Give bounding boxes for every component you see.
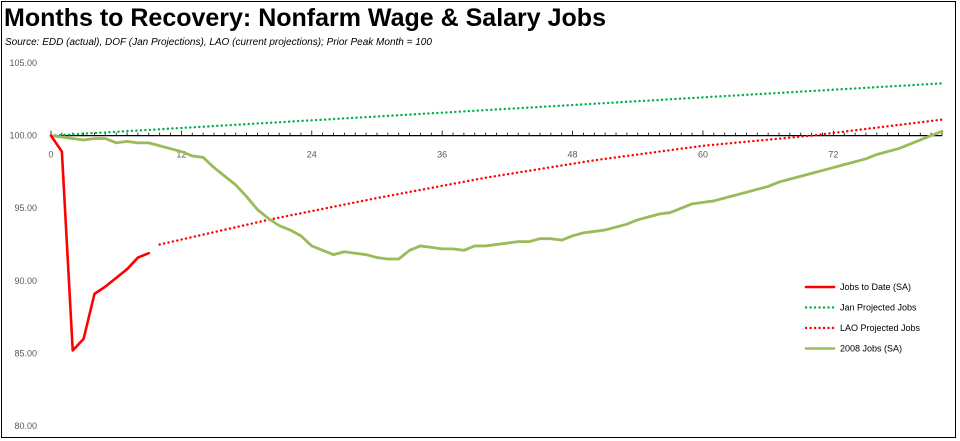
- legend-label: Jan Projected Jobs: [840, 303, 917, 313]
- x-tick-label: 24: [307, 150, 317, 160]
- x-tick-label: 60: [698, 150, 708, 160]
- series-line-2008-jobs-sa: [49, 129, 944, 261]
- legend-label: LAO Projected Jobs: [840, 323, 921, 333]
- y-tick-label: 85.00: [14, 348, 37, 358]
- chart-subtitle: Source: EDD (actual), DOF (Jan Projectio…: [5, 37, 432, 48]
- x-tick-label: 0: [48, 150, 53, 160]
- y-tick-label: 105.00: [9, 58, 37, 68]
- y-axis: 80.00 85.00 90.00 95.00 100.00 105.00: [9, 58, 37, 431]
- series-line-jan-projected-jobs: [49, 82, 944, 137]
- series-layer: [49, 82, 944, 352]
- legend-label: 2008 Jobs (SA): [840, 344, 902, 354]
- y-tick-label: 90.00: [14, 276, 37, 286]
- y-tick-label: 95.00: [14, 203, 37, 213]
- y-tick-label: 100.00: [9, 131, 37, 141]
- series-line-lao-projected-jobs: [158, 118, 944, 246]
- chart-title: Months to Recovery: Nonfarm Wage & Salar…: [4, 4, 606, 32]
- x-tick-label: 12: [176, 150, 186, 160]
- series-line-jobs-to-date-sa: [49, 134, 151, 352]
- x-axis: 0 12 24 36 48 60 72: [48, 130, 943, 160]
- x-tick-label: 72: [828, 150, 838, 160]
- legend: Jobs to Date (SA) Jan Projected Jobs LAO P…: [804, 282, 921, 354]
- x-tick-label: 36: [437, 150, 447, 160]
- x-tick-label: 48: [568, 150, 578, 160]
- y-tick-label: 80.00: [14, 421, 37, 431]
- legend-label: Jobs to Date (SA): [840, 282, 911, 292]
